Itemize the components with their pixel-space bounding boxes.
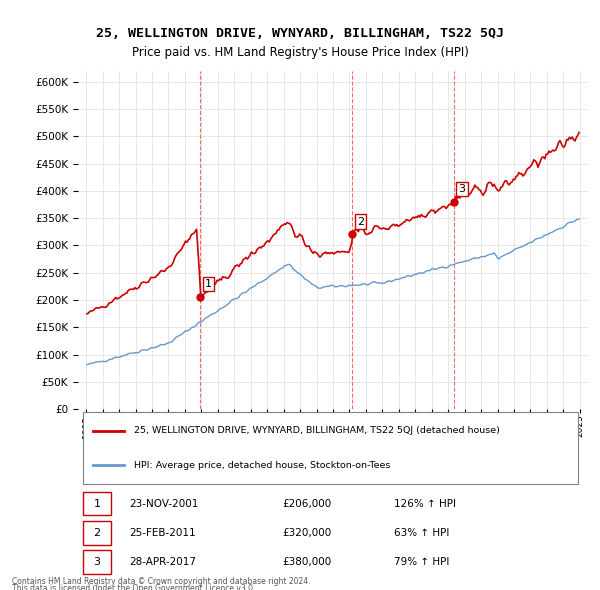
Text: 79% ↑ HPI: 79% ↑ HPI (394, 557, 449, 567)
Text: 28-APR-2017: 28-APR-2017 (129, 557, 196, 567)
Text: 3: 3 (94, 557, 100, 567)
Text: 25, WELLINGTON DRIVE, WYNYARD, BILLINGHAM, TS22 5QJ (detached house): 25, WELLINGTON DRIVE, WYNYARD, BILLINGHA… (134, 427, 500, 435)
FancyBboxPatch shape (83, 491, 111, 515)
FancyBboxPatch shape (83, 550, 111, 573)
Text: £380,000: £380,000 (282, 557, 331, 567)
FancyBboxPatch shape (83, 412, 578, 484)
Text: 63% ↑ HPI: 63% ↑ HPI (394, 527, 449, 537)
Point (347, 230, 357, 239)
Text: 25-FEB-2011: 25-FEB-2011 (129, 527, 196, 537)
FancyBboxPatch shape (83, 521, 111, 545)
Text: 2: 2 (94, 527, 100, 537)
Text: 2: 2 (357, 217, 364, 227)
Text: This data is licensed under the Open Government Licence v3.0.: This data is licensed under the Open Gov… (12, 584, 256, 590)
Text: 23-NOV-2001: 23-NOV-2001 (129, 499, 199, 509)
Text: 3: 3 (458, 184, 466, 194)
Text: £320,000: £320,000 (282, 527, 331, 537)
Text: 126% ↑ HPI: 126% ↑ HPI (394, 499, 456, 509)
Text: Contains HM Land Registry data © Crown copyright and database right 2024.: Contains HM Land Registry data © Crown c… (12, 577, 311, 586)
Point (449, 197, 458, 206)
Text: 1: 1 (205, 279, 212, 289)
Text: 25, WELLINGTON DRIVE, WYNYARD, BILLINGHAM, TS22 5QJ: 25, WELLINGTON DRIVE, WYNYARD, BILLINGHA… (96, 27, 504, 40)
Point (195, 292, 205, 301)
Text: 1: 1 (94, 499, 100, 509)
Text: HPI: Average price, detached house, Stockton-on-Tees: HPI: Average price, detached house, Stoc… (134, 461, 391, 470)
Text: Price paid vs. HM Land Registry's House Price Index (HPI): Price paid vs. HM Land Registry's House … (131, 46, 469, 59)
Text: £206,000: £206,000 (282, 499, 331, 509)
